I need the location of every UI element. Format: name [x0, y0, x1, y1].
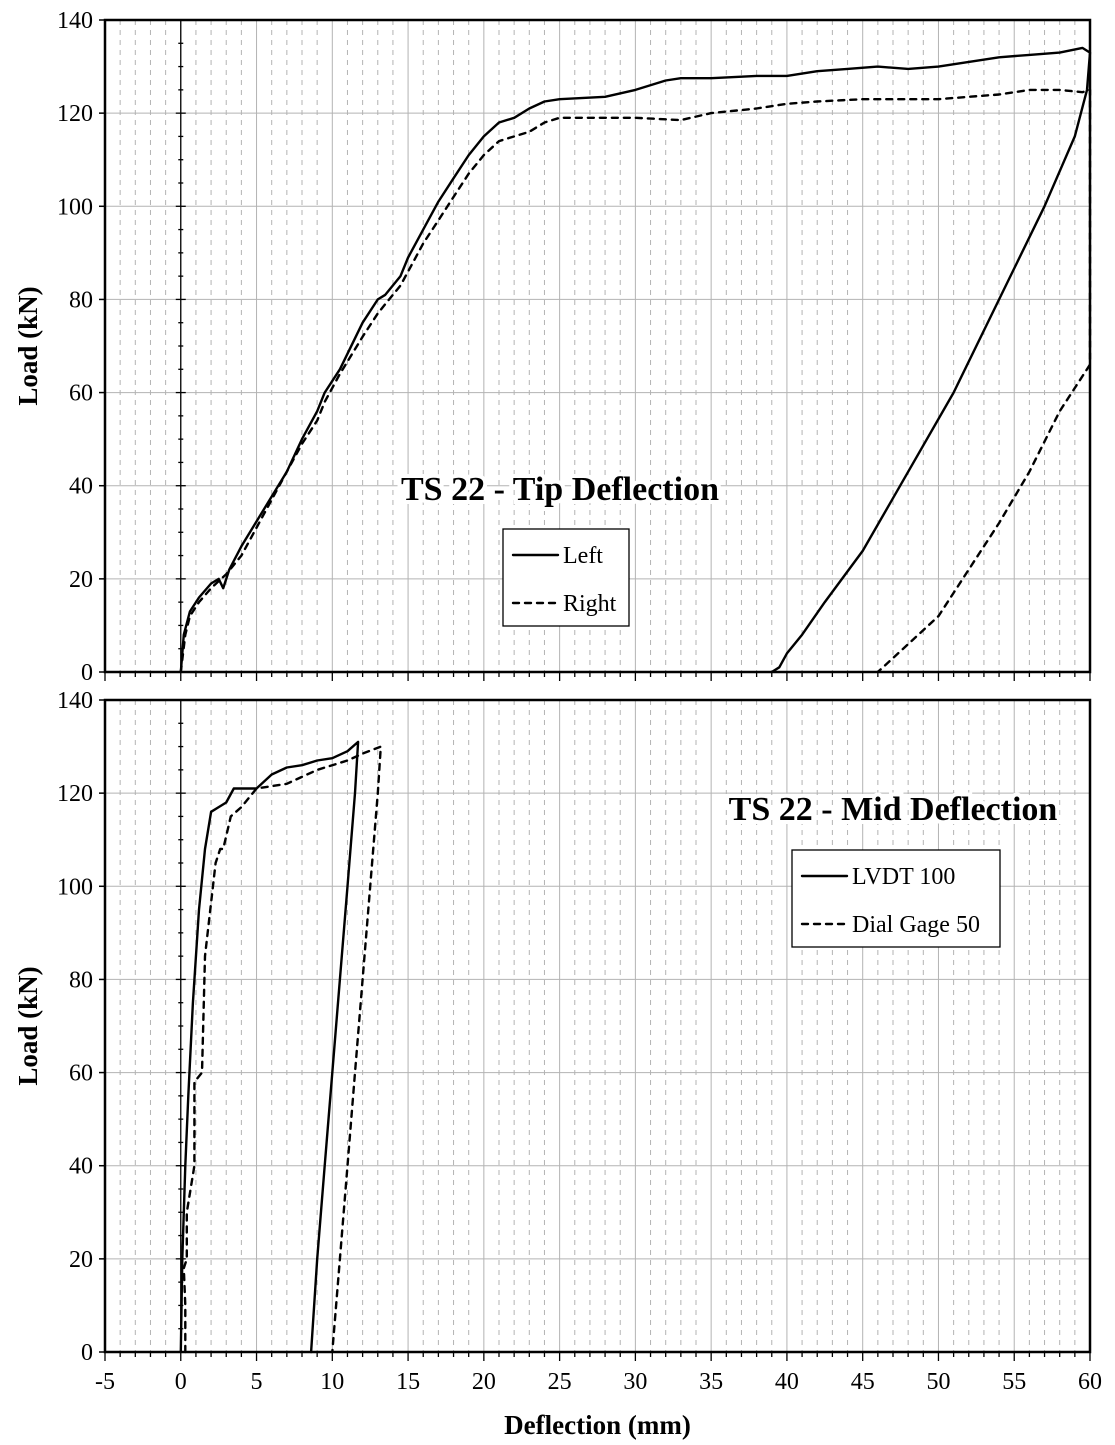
- mid-ytick-label: 100: [57, 874, 93, 900]
- mid-xtick-label: 5: [251, 1369, 263, 1395]
- mid-series-dial-gage-50: [182, 745, 382, 1354]
- mid-xtick-label: 30: [623, 1369, 647, 1395]
- mid-legend-box: [791, 849, 1001, 948]
- tip-ytick-label: 120: [57, 101, 93, 127]
- tip-ytick-label: 20: [69, 567, 93, 593]
- mid-xtick-label: 0: [175, 1369, 187, 1395]
- mid-xtick-label: 55: [1002, 1369, 1026, 1395]
- mid-ytick-label: 120: [57, 781, 93, 807]
- mid-ytick-label: 80: [69, 967, 93, 993]
- mid-xtick-label: 50: [926, 1369, 950, 1395]
- mid-xtick-label: 15: [396, 1369, 420, 1395]
- tip-y-axis-title: Load (kN): [13, 286, 43, 405]
- tip-ytick-label: 60: [69, 381, 93, 407]
- mid-plot-area: [105, 700, 1090, 1352]
- mid-xtick-label: 20: [472, 1369, 496, 1395]
- tip-legend-label: Left: [563, 543, 603, 569]
- mid-ytick-label: 20: [69, 1247, 93, 1273]
- mid-xtick-label: 45: [851, 1369, 875, 1395]
- tip-ytick-label: 80: [69, 287, 93, 313]
- mid-x-axis-title: Deflection (mm): [504, 1410, 691, 1440]
- tip-ytick-label: 140: [57, 8, 93, 34]
- mid-xtick-label: 10: [320, 1369, 344, 1395]
- mid-ytick-label: 60: [69, 1061, 93, 1087]
- mid-chart-title: TS 22 - Mid Deflection: [729, 791, 1058, 828]
- mid-xtick-label: 40: [775, 1369, 799, 1395]
- mid-ytick-label: 140: [57, 688, 93, 714]
- mid-plot-frame: [103, 698, 1092, 1354]
- mid-xtick-label: -5: [95, 1369, 115, 1395]
- mid-ytick-label: 0: [81, 1340, 93, 1366]
- mid-xtick-label: 25: [548, 1369, 572, 1395]
- tip-series-left: [179, 46, 1092, 674]
- tip-ytick-label: 40: [69, 474, 93, 500]
- mid-series-lvdt-100: [179, 740, 360, 1354]
- mid-legend-label: Dial Gage 50: [852, 912, 980, 938]
- tip-legend-box: [502, 528, 630, 627]
- tip-series-right: [179, 88, 1092, 674]
- tip-ytick-label: 100: [57, 194, 93, 220]
- tip-deflection-chart: 0 20 40 60 80 100 120 140 Load (kN) TS 22 - Tip D…: [13, 8, 1092, 686]
- mid-legend-label: LVDT 100: [852, 864, 955, 890]
- mid-xtick-label: 60: [1078, 1369, 1102, 1395]
- tip-chart-title: TS 22 - Tip Deflection: [401, 471, 719, 508]
- mid-xtick-label: 35: [699, 1369, 723, 1395]
- tip-legend-label: Right: [563, 591, 617, 617]
- mid-y-axis-title: Load (kN): [13, 966, 43, 1085]
- tip-ytick-label: 0: [81, 660, 93, 686]
- mid-ytick-label: 40: [69, 1154, 93, 1180]
